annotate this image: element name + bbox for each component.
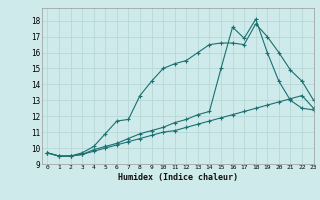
X-axis label: Humidex (Indice chaleur): Humidex (Indice chaleur) — [118, 173, 237, 182]
